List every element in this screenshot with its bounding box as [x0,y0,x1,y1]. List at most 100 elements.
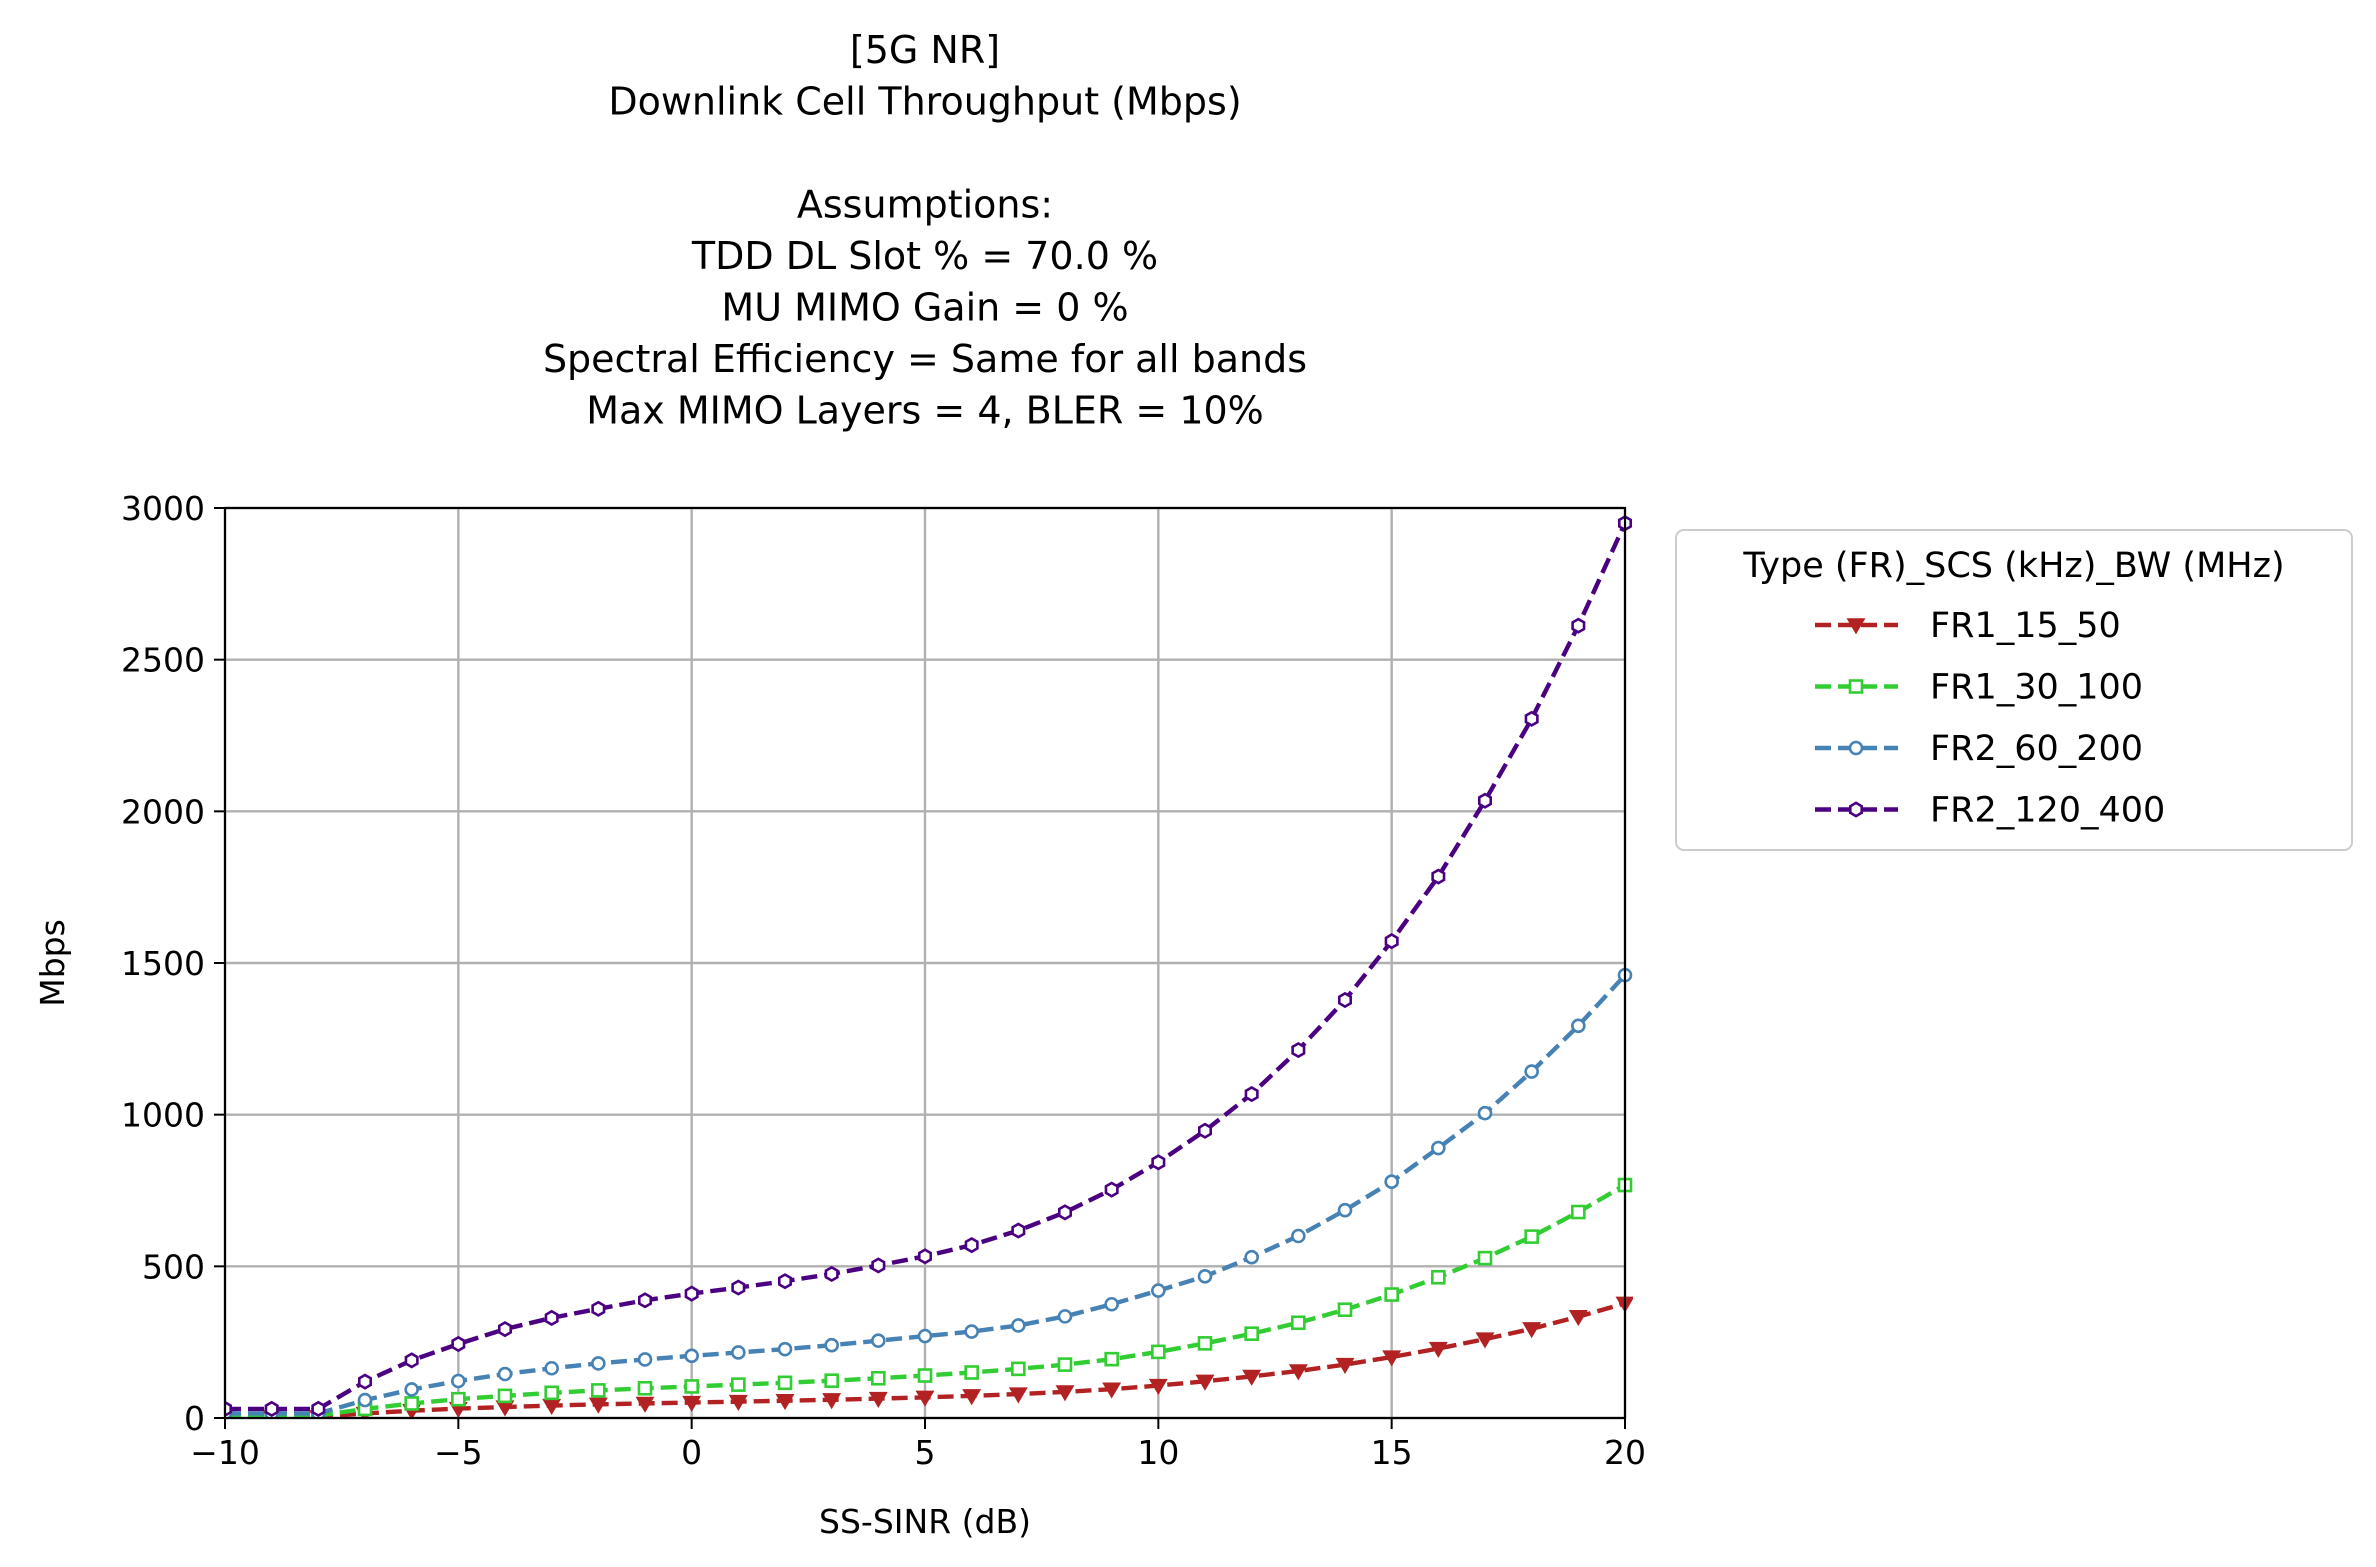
data-point-FR1_15_50 [728,1394,748,1412]
data-point-FR2_120_400 [264,1400,279,1418]
legend-label-FR2_120_400: FR2_120_400 [1930,791,2165,831]
data-point-FR2_120_400 [1337,991,1353,1009]
data-point-FR1_30_100 [544,1385,559,1401]
data-point-FR2_120_400 [311,1400,326,1418]
title-line: Spectral Efficiency = Same for all bands [543,337,1307,381]
data-point-FR1_30_100 [1571,1204,1586,1220]
legend-label-FR1_15_50: FR1_15_50 [1930,606,2121,646]
data-point-FR1_15_50 [542,1398,562,1415]
data-point-FR2_60_200 [404,1382,419,1397]
y-tick-label: 2500 [121,641,205,680]
data-point-FR2_60_200 [1477,1105,1493,1121]
data-point-FR2_60_200 [964,1324,979,1339]
y-tick-label: 1500 [121,944,205,983]
legend-title: Type (FR)_SCS (kHz)_BW (MHz) [1742,546,2284,586]
data-point-FR2_60_200 [357,1392,373,1408]
data-point-FR1_30_100 [684,1379,699,1394]
data-point-FR1_15_50 [822,1393,842,1410]
data-point-FR1_30_100 [1291,1315,1306,1331]
x-tick-label: 15 [1371,1433,1413,1472]
data-point-FR1_30_100 [1244,1326,1259,1341]
data-point-FR1_30_100 [917,1368,933,1383]
data-point-FR2_60_200 [1244,1249,1259,1265]
data-point-FR2_60_200 [1291,1228,1306,1244]
legend-entry-FR1_15_50: FR1_15_50 [1815,606,2121,646]
x-tick-label: 5 [915,1433,936,1472]
data-point-FR1_30_100 [404,1396,419,1411]
data-point-FR2_120_400 [1011,1222,1026,1239]
data-point-FR1_15_50 [962,1389,982,1406]
data-point-FR2_60_200 [1057,1309,1073,1324]
data-point-FR2_60_200 [777,1341,793,1357]
data-point-FR2_60_200 [1197,1269,1213,1284]
y-tick-label: 3000 [121,489,205,528]
data-point-FR1_15_50 [682,1395,702,1412]
data-point-FR2_60_200 [1571,1018,1586,1034]
data-point-FR1_30_100 [497,1388,513,1404]
data-point-FR2_120_400 [404,1352,419,1369]
data-point-FR1_30_100 [777,1375,793,1391]
data-point-FR2_120_400 [1291,1041,1306,1059]
data-point-FR1_15_50 [1475,1332,1495,1349]
x-tick-label: 20 [1604,1433,1646,1472]
data-point-FR1_15_50 [1428,1341,1448,1358]
y-tick-label: 1000 [121,1096,205,1135]
legend-marker-FR1_15_50 [1846,618,1866,635]
data-point-FR1_15_50 [1102,1382,1122,1399]
data-point-FR1_30_100 [871,1370,886,1386]
x-tick-label: 0 [681,1433,702,1472]
data-point-FR2_60_200 [1524,1064,1539,1079]
chart-title: [5G NR] Downlink Cell Throughput (Mbps) As… [543,28,1307,433]
x-tick-label: −10 [190,1433,260,1472]
legend-label-FR1_30_100: FR1_30_100 [1930,668,2143,708]
series-FR2_120_400 [225,515,1633,1418]
data-point-FR2_120_400 [1197,1122,1213,1139]
data-point-FR2_120_400 [917,1248,933,1265]
legend-marker-FR2_60_200 [1848,740,1864,756]
data-point-FR2_60_200 [871,1333,886,1348]
data-point-FR2_60_200 [917,1328,933,1344]
data-point-FR2_120_400 [591,1300,606,1317]
data-point-FR1_15_50 [1242,1369,1262,1386]
data-point-FR2_60_200 [1104,1296,1119,1312]
data-point-FR1_15_50 [495,1400,515,1417]
data-point-FR2_120_400 [1571,617,1586,634]
data-point-FR1_30_100 [1057,1357,1073,1372]
data-point-FR1_15_50 [1382,1350,1402,1367]
data-point-FR1_30_100 [637,1380,653,1396]
series-FR1_30_100 [225,1177,1633,1418]
data-point-FR2_120_400 [684,1285,699,1302]
data-point-FR1_30_100 [1337,1302,1353,1318]
data-point-FR2_60_200 [1011,1318,1026,1333]
x-axis-label: SS-SINR (dB) [819,1502,1031,1541]
legend-label-FR2_60_200: FR2_60_200 [1930,729,2143,769]
data-point-FR1_15_50 [1148,1378,1168,1395]
legend-box [1675,529,2353,851]
data-point-FR2_120_400 [1477,792,1493,809]
legend-entry-FR2_60_200: FR2_60_200 [1815,729,2143,769]
data-point-FR2_120_400 [544,1309,559,1327]
data-point-FR1_30_100 [1431,1269,1446,1285]
data-point-FR2_60_200 [1337,1202,1353,1218]
data-point-FR2_60_200 [731,1345,746,1360]
data-point-FR1_15_50 [635,1396,655,1413]
data-point-FR1_30_100 [1151,1344,1166,1360]
data-point-FR2_120_400 [1384,933,1399,950]
y-axis-label: Mbps [33,919,72,1007]
data-point-FR2_60_200 [684,1348,699,1364]
data-point-FR2_60_200 [1384,1174,1399,1190]
data-point-FR2_120_400 [1151,1154,1166,1171]
data-point-FR1_15_50 [588,1397,608,1414]
data-point-FR2_60_200 [591,1356,606,1371]
data-point-FR1_15_50 [1522,1322,1542,1339]
data-point-FR1_30_100 [1011,1361,1026,1377]
data-point-FR2_120_400 [637,1292,653,1309]
data-point-FR2_120_400 [871,1257,886,1274]
data-point-FR1_30_100 [824,1373,839,1388]
data-point-FR1_15_50 [1055,1385,1075,1402]
data-point-FR1_30_100 [731,1377,746,1392]
data-point-FR2_120_400 [1524,710,1539,727]
data-point-FR2_120_400 [1244,1085,1259,1103]
y-tick-label: 2000 [121,792,205,831]
